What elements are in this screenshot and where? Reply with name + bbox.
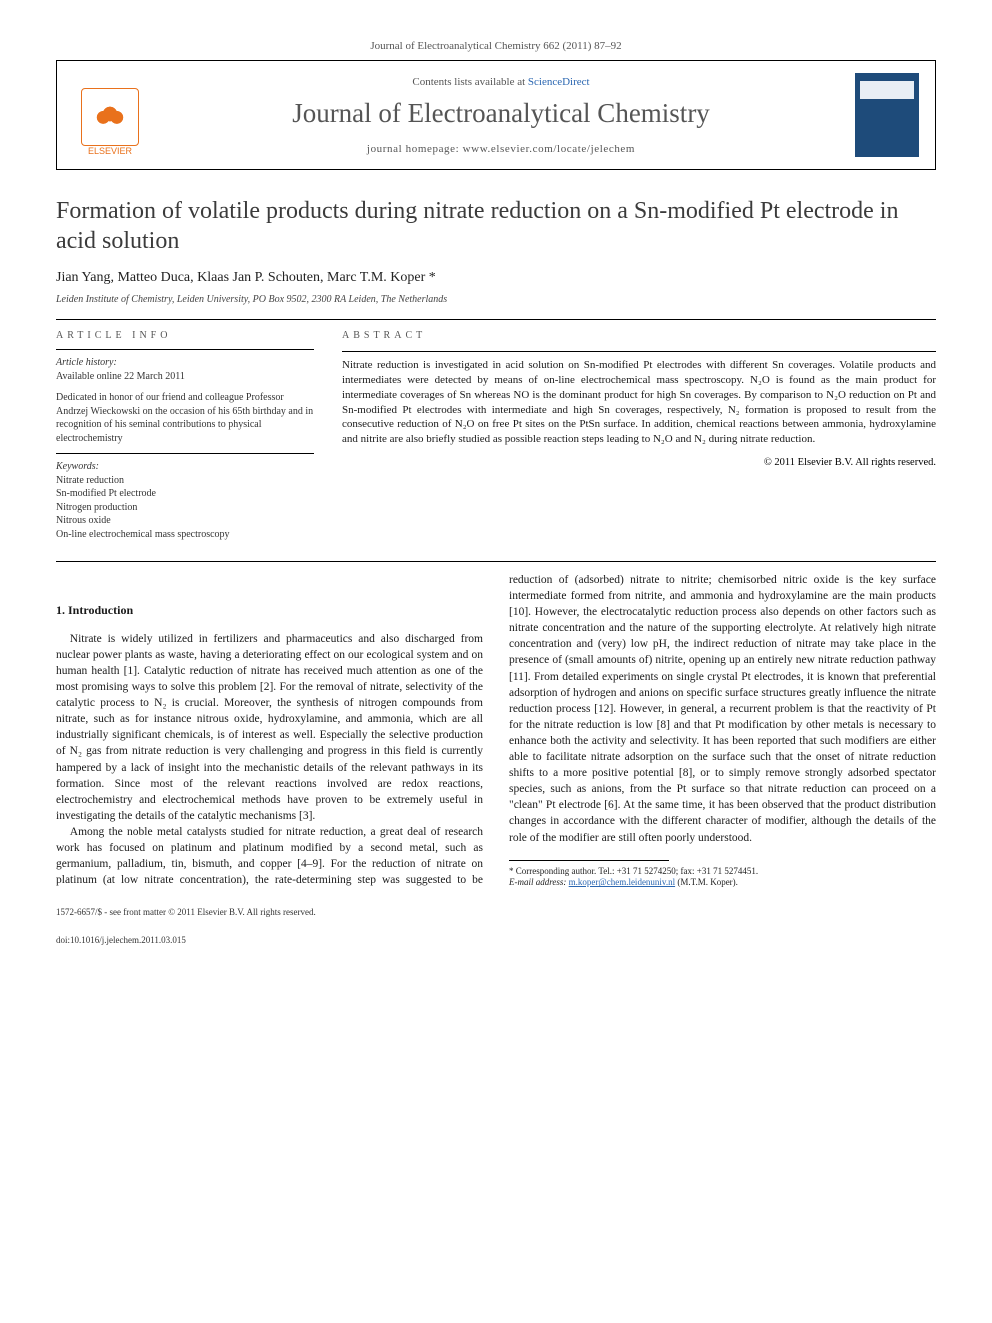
history-text: Available online 22 March 2011 — [56, 371, 185, 382]
info-abstract-row: ARTICLE INFO Article history: Available … — [56, 330, 936, 549]
journal-cover-thumb: Journal of Electroanalytical Chemistry — [855, 73, 919, 157]
corresponding-line: * Corresponding author. Tel.: +31 71 527… — [509, 866, 909, 878]
homepage-label: journal homepage: — [367, 143, 463, 155]
keyword-3: Nitrous oxide — [56, 515, 111, 526]
contents-pretext: Contents lists available at — [412, 76, 527, 88]
dedication-text: Dedicated in honor of our friend and col… — [56, 391, 314, 445]
journal-name: Journal of Electroanalytical Chemistry — [165, 98, 837, 129]
body-columns: 1. Introduction Nitrate is widely utiliz… — [56, 572, 936, 889]
email-label: E-mail address: — [509, 877, 566, 887]
history-label: Article history: — [56, 357, 117, 368]
journal-thumb-label: Journal of Electroanalytical Chemistry — [860, 81, 914, 100]
abstract-copyright: © 2011 Elsevier B.V. All rights reserved… — [342, 457, 936, 468]
elsevier-logo: ELSEVIER — [73, 74, 147, 156]
journal-center: Contents lists available at ScienceDirec… — [165, 76, 837, 155]
page: Journal of Electroanalytical Chemistry 6… — [0, 0, 992, 985]
keyword-2: Nitrogen production — [56, 502, 137, 513]
homepage-url[interactable]: www.elsevier.com/locate/jelechem — [463, 143, 635, 155]
footer-doi: doi:10.1016/j.jelechem.2011.03.015 — [56, 935, 936, 945]
footer-issn: 1572-6657/$ - see front matter © 2011 El… — [56, 907, 936, 917]
sciencedirect-link[interactable]: ScienceDirect — [528, 76, 590, 88]
journal-homepage: journal homepage: www.elsevier.com/locat… — [165, 143, 837, 155]
footnote-separator — [509, 860, 669, 861]
keywords-label: Keywords: — [56, 461, 99, 472]
article-info-heading: ARTICLE INFO — [56, 330, 314, 341]
author-email-link[interactable]: m.koper@chem.leidenuniv.nl — [569, 877, 675, 887]
affiliation: Leiden Institute of Chemistry, Leiden Un… — [56, 294, 936, 305]
article-title: Formation of volatile products during ni… — [56, 196, 936, 256]
article-info-column: ARTICLE INFO Article history: Available … — [56, 330, 314, 549]
publisher-name: ELSEVIER — [88, 146, 132, 156]
abstract-text: Nitrate reduction is investigated in aci… — [342, 358, 936, 447]
divider — [56, 561, 936, 562]
intro-p1: Nitrate is widely utilized in fertilizer… — [56, 631, 483, 824]
abstract-heading: ABSTRACT — [342, 330, 936, 341]
keyword-4: On-line electrochemical mass spectroscop… — [56, 529, 230, 540]
footnote-block: * Corresponding author. Tel.: +31 71 527… — [509, 866, 909, 889]
abstract-column: ABSTRACT Nitrate reduction is investigat… — [342, 330, 936, 549]
keyword-1: Sn-modified Pt electrode — [56, 488, 156, 499]
keyword-0: Nitrate reduction — [56, 475, 124, 486]
authors-line: Jian Yang, Matteo Duca, Klaas Jan P. Sch… — [56, 270, 936, 286]
email-attribution: (M.T.M. Koper). — [677, 877, 738, 887]
journal-header-box: ELSEVIER Contents lists available at Sci… — [56, 60, 936, 170]
contents-line: Contents lists available at ScienceDirec… — [165, 76, 837, 88]
elsevier-tree-icon — [81, 88, 139, 146]
divider — [56, 319, 936, 320]
section-1-heading: 1. Introduction — [56, 602, 483, 619]
citation-header: Journal of Electroanalytical Chemistry 6… — [56, 40, 936, 52]
